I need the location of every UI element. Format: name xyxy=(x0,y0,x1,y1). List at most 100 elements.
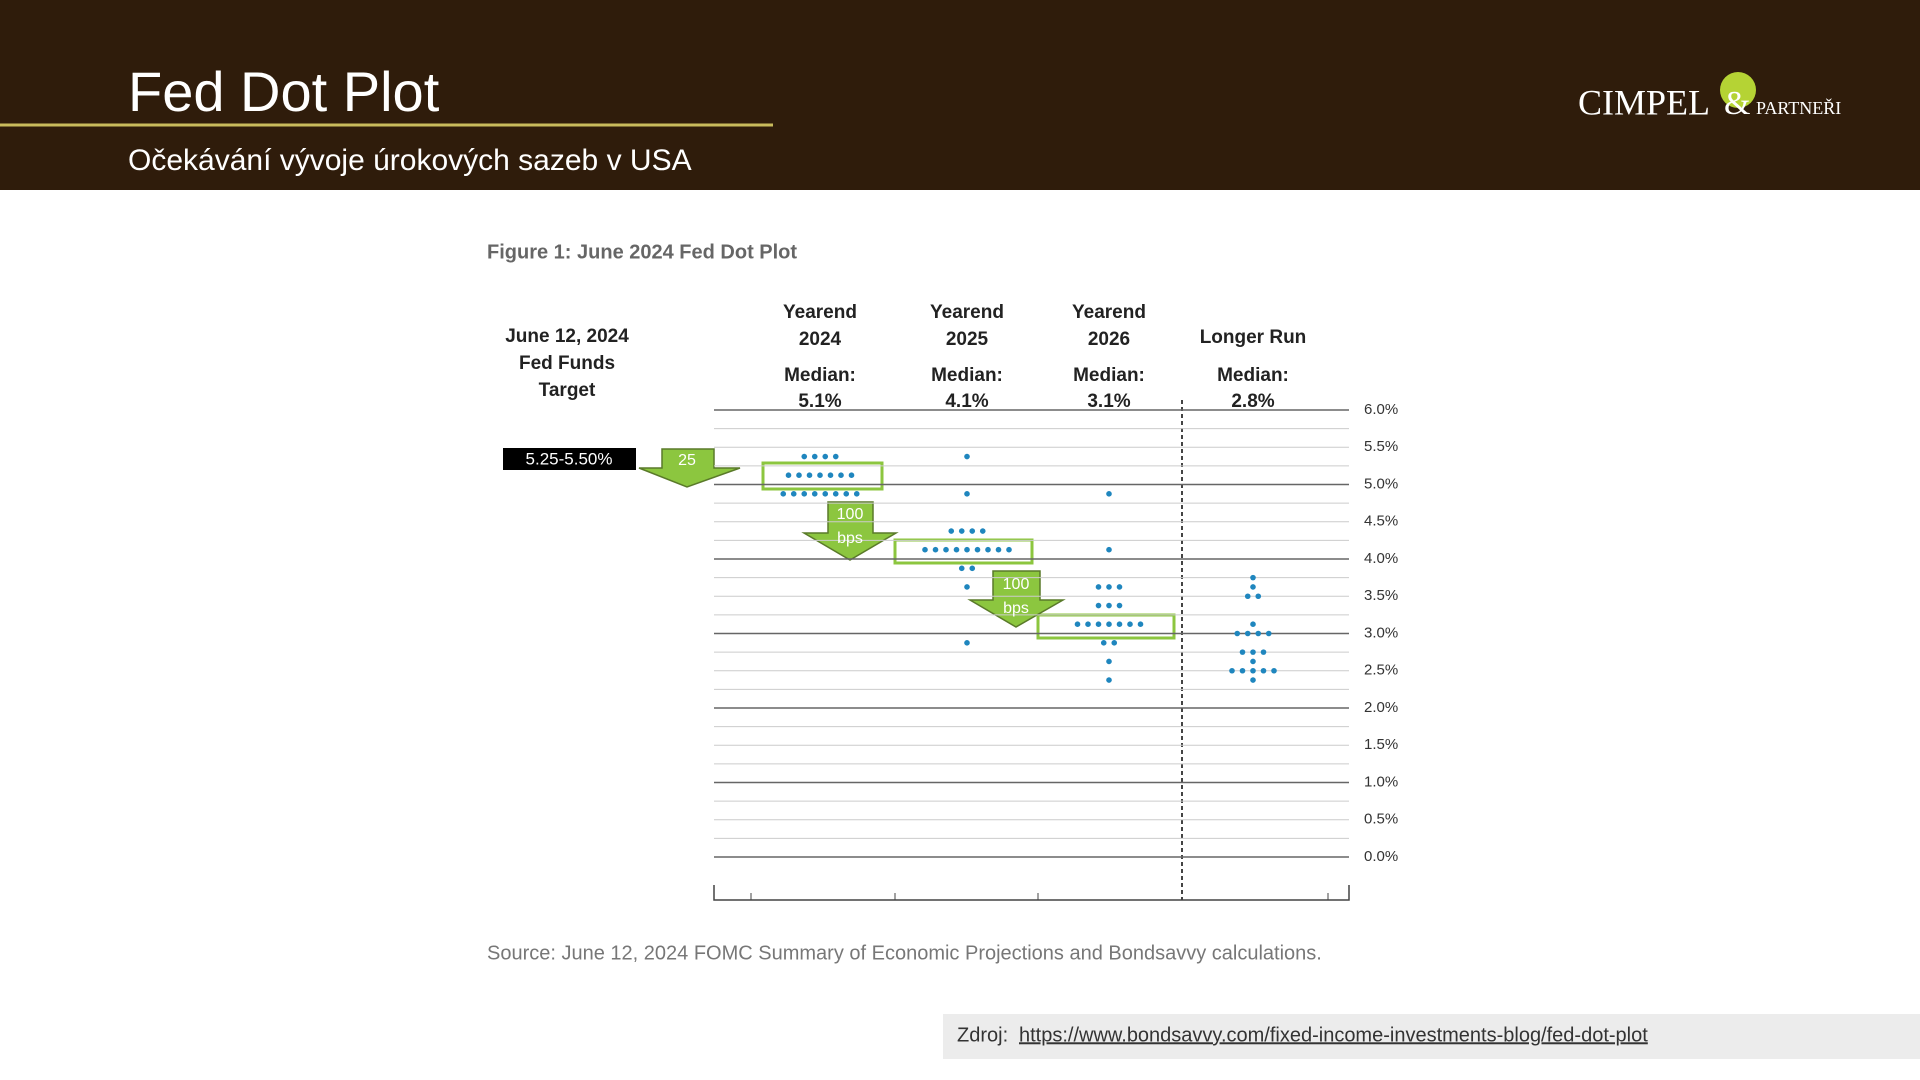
y-tick-label: 6.0% xyxy=(1364,401,1398,418)
source-note: Source: June 12, 2024 FOMC Summary of Ec… xyxy=(487,942,1322,964)
column-header: Yearend xyxy=(1072,302,1146,323)
dot xyxy=(1250,574,1256,581)
target-box xyxy=(503,448,636,470)
column-header: Longer Run xyxy=(1200,327,1307,348)
dot xyxy=(1250,649,1256,655)
dot xyxy=(995,546,1002,553)
logo-leaf xyxy=(1720,72,1756,108)
y-tick-label: 2.0% xyxy=(1364,699,1398,716)
arrow xyxy=(638,448,741,488)
arrow-label: bps xyxy=(1003,600,1029,617)
dot xyxy=(785,472,792,478)
dot xyxy=(1095,602,1102,609)
dot xyxy=(974,546,981,553)
footer-bar xyxy=(943,1014,1920,1059)
dot xyxy=(1250,584,1256,590)
column-header: Yearend xyxy=(930,302,1004,323)
bottom-axis xyxy=(713,885,1350,901)
dot xyxy=(1250,658,1256,665)
column-header: Yearend xyxy=(783,302,857,323)
slide-subtitle: Očekávání vývoje úrokových sazeb v USA xyxy=(128,144,692,177)
dot xyxy=(958,565,965,572)
dot xyxy=(1137,621,1144,627)
dot xyxy=(811,453,818,460)
figure-title: Figure 1: June 2024 Fed Dot Plot xyxy=(487,241,797,263)
dot xyxy=(1250,667,1256,674)
dot xyxy=(1100,640,1107,646)
column-header: 2024 xyxy=(799,329,842,350)
median-label: Median: xyxy=(1073,365,1145,386)
dot xyxy=(1239,649,1246,655)
dot xyxy=(1116,602,1123,609)
dot xyxy=(1260,667,1267,674)
dot xyxy=(964,584,970,590)
dot xyxy=(1095,621,1102,627)
footer-link[interactable]: https://www.bondsavvy.com/fixed-income-i… xyxy=(1019,1024,1648,1046)
dot xyxy=(827,472,834,478)
dot xyxy=(1265,630,1272,637)
dot xyxy=(1106,677,1112,683)
dot xyxy=(822,491,829,497)
arrow-label: bps xyxy=(837,530,863,547)
arrow-label: 25 xyxy=(678,452,696,469)
dot xyxy=(817,472,823,478)
footer-label: Zdroj: xyxy=(957,1024,1008,1046)
median-value: 5.1% xyxy=(798,391,841,412)
column-header: 2026 xyxy=(1088,329,1130,350)
dot xyxy=(1271,667,1277,674)
dot xyxy=(1255,593,1262,600)
y-tick-label: 2.5% xyxy=(1364,662,1398,679)
median-label: Median: xyxy=(1217,365,1289,386)
dot xyxy=(979,528,986,534)
dot xyxy=(1085,621,1091,627)
header-bar xyxy=(0,0,1920,190)
dot xyxy=(843,491,850,497)
arrow-label: 100 xyxy=(1003,576,1030,593)
y-tick-label: 3.0% xyxy=(1364,624,1398,641)
dot xyxy=(964,640,970,646)
target-label: June 12, 2024 xyxy=(505,326,629,347)
y-tick-label: 1.0% xyxy=(1364,773,1398,790)
slide-title: Fed Dot Plot xyxy=(128,60,440,123)
dot xyxy=(1229,667,1235,674)
median-box xyxy=(761,461,884,491)
dot xyxy=(832,453,839,460)
dot xyxy=(1116,621,1123,627)
dot xyxy=(832,491,839,497)
arrow xyxy=(967,570,1066,628)
dot xyxy=(969,528,976,534)
dot xyxy=(1255,630,1262,637)
median-box xyxy=(1036,613,1176,640)
dot xyxy=(1106,621,1112,627)
logo-main: CIMPEL xyxy=(1578,82,1710,122)
dot xyxy=(780,491,787,497)
dot xyxy=(1106,602,1112,609)
median-label: Median: xyxy=(931,365,1003,386)
arrow-label: 100 xyxy=(837,506,864,523)
dot xyxy=(1260,649,1267,655)
dot xyxy=(1074,621,1081,627)
dot xyxy=(1106,546,1112,553)
dot xyxy=(1244,630,1251,637)
dot xyxy=(964,453,970,460)
dot xyxy=(801,453,808,460)
dot xyxy=(932,546,939,553)
dot xyxy=(1116,584,1123,590)
dot xyxy=(1106,658,1112,665)
dot xyxy=(953,546,960,553)
median-label: Median: xyxy=(784,365,856,386)
dot xyxy=(1106,584,1112,590)
target-value: 5.25-5.50% xyxy=(526,449,613,468)
logo-sub: PARTNEŘI xyxy=(1756,97,1841,118)
dot xyxy=(822,453,829,460)
dot xyxy=(796,472,802,478)
y-tick-label: 4.5% xyxy=(1364,513,1398,530)
dot xyxy=(1250,621,1256,627)
dot xyxy=(1006,546,1012,553)
dot xyxy=(790,491,797,497)
dot xyxy=(958,528,965,534)
y-tick-label: 0.5% xyxy=(1364,811,1398,828)
y-tick-label: 5.5% xyxy=(1364,438,1398,455)
dot xyxy=(848,472,855,478)
y-tick-label: 4.0% xyxy=(1364,550,1398,567)
